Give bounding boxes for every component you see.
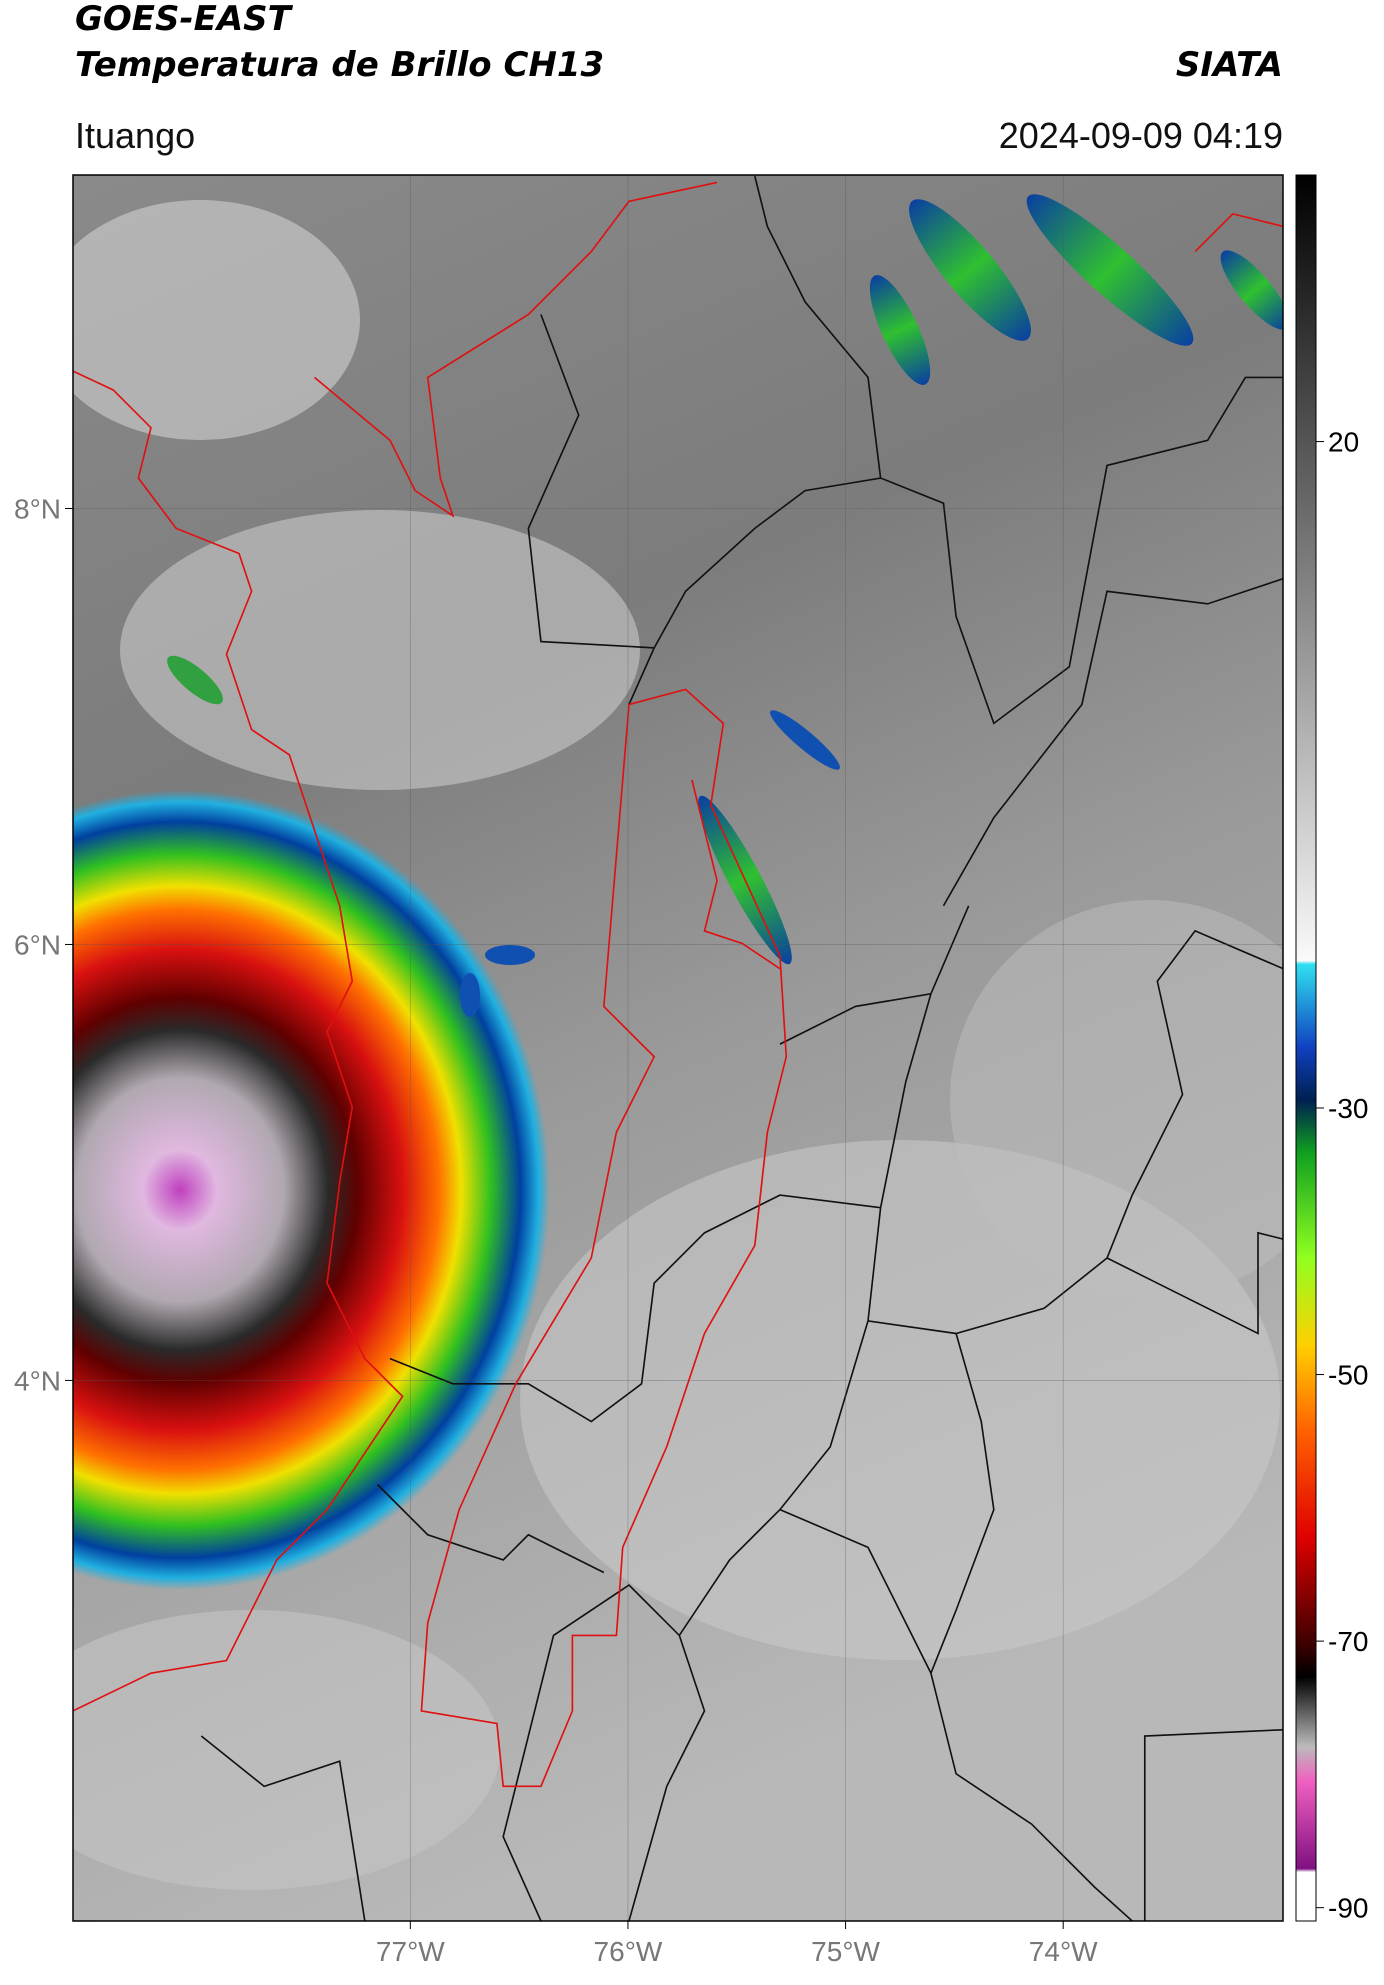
colorbar-tick-label: -50 [1328,1360,1368,1391]
agency: SIATA [1176,45,1283,85]
colorbar-tick-label: -90 [1328,1893,1368,1924]
colorbar-tick-label: -70 [1328,1626,1368,1657]
lat-tick-label: 4°N [14,1365,61,1396]
colorbar [1295,174,1317,1922]
map-frame [72,174,1284,1922]
lon-tick-label: 75°W [811,1936,880,1967]
subtitle: Temperatura de Brillo CH13 [75,45,604,85]
lon-tick-label: 76°W [594,1936,663,1967]
title: GOES-EAST [75,0,294,39]
lat-tick-label: 8°N [14,494,61,525]
lon-tick-label: 74°W [1029,1936,1098,1967]
lon-tick-label: 77°W [376,1936,445,1967]
colorbar-tick-label: -30 [1328,1093,1368,1124]
satellite-image [73,175,1283,1921]
timestamp: 2024-09-09 04:19 [999,115,1283,156]
region: Ituango [75,115,195,156]
lat-tick-label: 6°N [14,929,61,960]
colorbar-tick-label: 20 [1328,427,1359,458]
